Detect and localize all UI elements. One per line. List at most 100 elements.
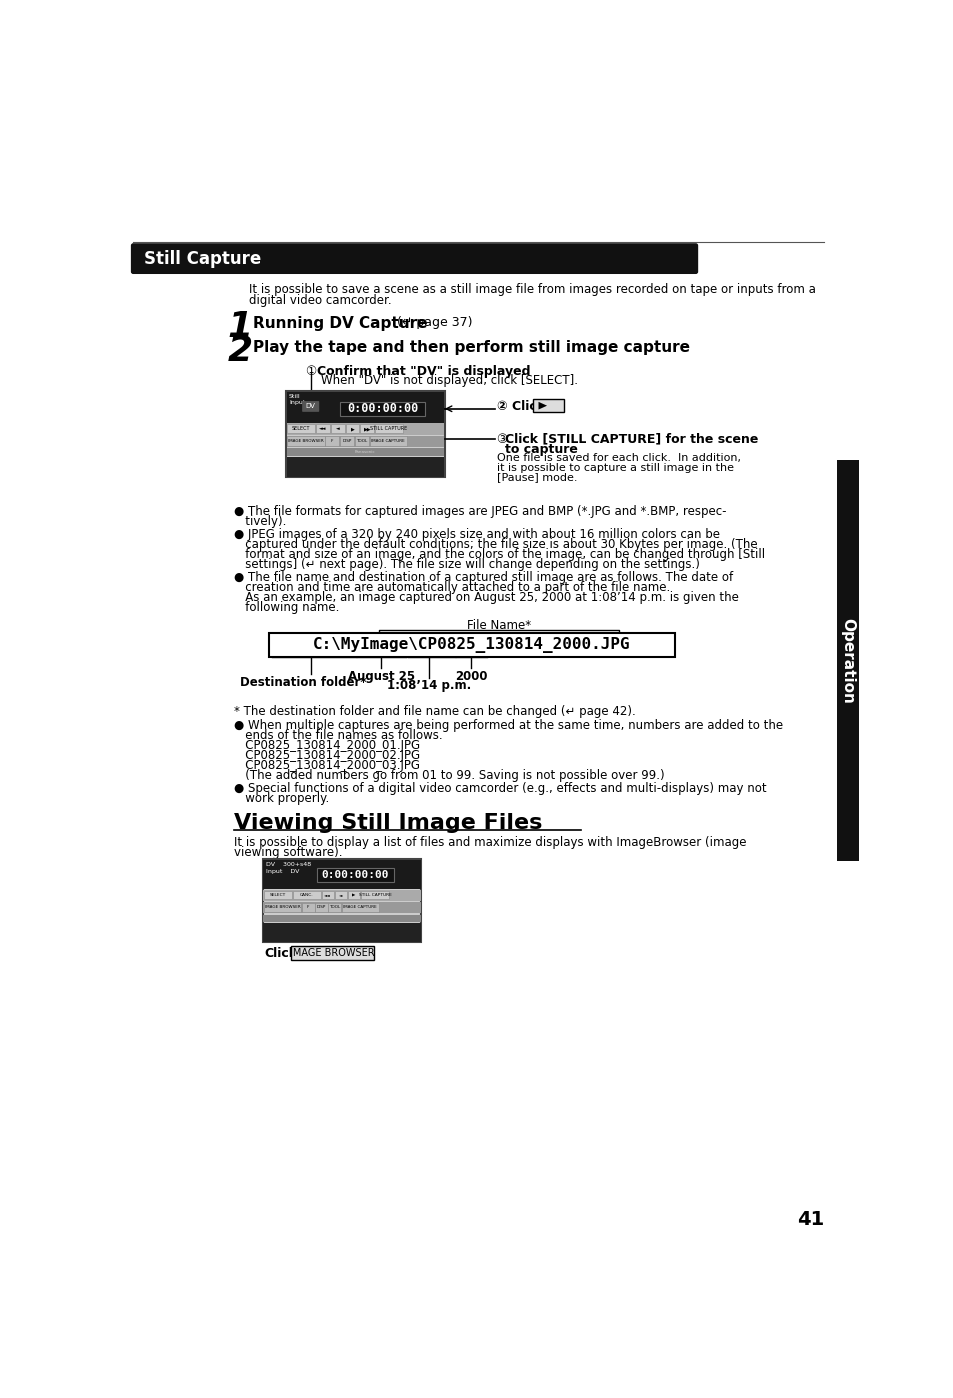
Text: it is possible to capture a still image in the: it is possible to capture a still image … [497, 463, 733, 473]
Text: ◄: ◄ [335, 426, 339, 432]
FancyBboxPatch shape [375, 424, 402, 433]
FancyBboxPatch shape [286, 457, 443, 477]
Text: IMAGE CAPTURE: IMAGE CAPTURE [371, 439, 405, 443]
FancyBboxPatch shape [263, 902, 420, 913]
Text: digital video camcorder.: digital video camcorder. [249, 294, 392, 308]
FancyBboxPatch shape [131, 243, 698, 274]
Text: TOOL: TOOL [329, 906, 340, 909]
FancyBboxPatch shape [286, 447, 443, 456]
FancyBboxPatch shape [286, 436, 443, 447]
FancyBboxPatch shape [340, 401, 425, 415]
FancyBboxPatch shape [316, 868, 394, 882]
FancyBboxPatch shape [315, 903, 328, 911]
Text: IMAGE BROWSER: IMAGE BROWSER [265, 906, 300, 909]
Text: CP0825_130814_2000_03.JPG: CP0825_130814_2000_03.JPG [233, 759, 419, 772]
FancyBboxPatch shape [302, 903, 314, 911]
Text: 41: 41 [797, 1209, 823, 1229]
Text: 1: 1 [228, 310, 253, 344]
FancyBboxPatch shape [263, 860, 420, 889]
Text: work properly.: work properly. [233, 793, 329, 805]
Text: creation and time are automatically attached to a part of the file name.: creation and time are automatically atta… [233, 582, 670, 594]
FancyBboxPatch shape [286, 391, 444, 477]
Text: C:\MyImage\CP0825_130814_2000.JPG: C:\MyImage\CP0825_130814_2000.JPG [313, 637, 630, 653]
Text: (The added numbers go from 01 to 99. Saving is not possible over 99.): (The added numbers go from 01 to 99. Sav… [233, 769, 664, 781]
Text: Panasonic: Panasonic [355, 450, 375, 454]
Text: DISP: DISP [342, 439, 352, 443]
Text: Input    DV: Input DV [266, 870, 299, 874]
Text: Still: Still [289, 394, 300, 400]
FancyBboxPatch shape [264, 891, 292, 899]
Text: ● JPEG images of a 320 by 240 pixels size and with about 16 million colors can b: ● JPEG images of a 320 by 240 pixels siz… [233, 528, 720, 541]
Text: ▶▶: ▶▶ [363, 426, 371, 432]
Text: to capture: to capture [505, 443, 578, 456]
Text: 2000: 2000 [455, 670, 487, 682]
Text: * The destination folder and file name can be changed (↵ page 42).: * The destination folder and file name c… [233, 705, 635, 719]
Text: Click: Click [264, 946, 297, 960]
Text: Input: Input [289, 400, 305, 404]
FancyBboxPatch shape [293, 891, 320, 899]
Text: ▶: ▶ [352, 893, 355, 898]
FancyBboxPatch shape [287, 436, 324, 446]
FancyBboxPatch shape [302, 401, 319, 412]
Text: IF: IF [306, 906, 310, 909]
Text: SELECT: SELECT [270, 893, 286, 898]
Text: File Name*: File Name* [466, 619, 531, 632]
Text: format and size of an image, and the colors of the image, can be changed through: format and size of an image, and the col… [233, 548, 764, 561]
FancyBboxPatch shape [348, 891, 360, 899]
FancyBboxPatch shape [328, 903, 340, 911]
Text: Destination folder*: Destination folder* [240, 677, 367, 689]
FancyBboxPatch shape [360, 424, 374, 433]
Text: Still Capture: Still Capture [144, 250, 261, 267]
Text: Click [STILL CAPTURE] for the scene: Click [STILL CAPTURE] for the scene [505, 432, 758, 446]
Text: tively).: tively). [233, 514, 286, 528]
Text: ◄◄: ◄◄ [324, 893, 331, 898]
FancyBboxPatch shape [263, 891, 420, 900]
Text: ● The file name and destination of a captured still image are as follows. The da: ● The file name and destination of a cap… [233, 572, 732, 584]
Text: CP0825_130814_2000_01.JPG: CP0825_130814_2000_01.JPG [233, 740, 419, 752]
FancyBboxPatch shape [331, 424, 344, 433]
FancyBboxPatch shape [355, 436, 369, 446]
FancyBboxPatch shape [335, 891, 347, 899]
Text: Play the tape and then perform still image capture: Play the tape and then perform still ima… [253, 340, 689, 355]
FancyBboxPatch shape [286, 391, 443, 422]
FancyBboxPatch shape [369, 436, 406, 446]
FancyBboxPatch shape [836, 460, 858, 861]
Text: 0:00:00:00: 0:00:00:00 [347, 403, 418, 415]
Text: Confirm that "DV" is displayed: Confirm that "DV" is displayed [316, 365, 530, 377]
Text: IMAGE BROWSER: IMAGE BROWSER [288, 439, 324, 443]
Text: It is possible to display a list of files and maximize displays with ImageBrowse: It is possible to display a list of file… [233, 836, 745, 849]
FancyBboxPatch shape [533, 398, 563, 412]
FancyBboxPatch shape [286, 424, 443, 435]
Text: 2: 2 [228, 334, 253, 368]
Text: One file is saved for each click.  In addition,: One file is saved for each click. In add… [497, 453, 740, 463]
Text: DV: DV [305, 404, 315, 410]
Text: August 25: August 25 [347, 670, 415, 682]
Text: ◄◄: ◄◄ [319, 426, 327, 432]
FancyBboxPatch shape [341, 903, 378, 911]
FancyBboxPatch shape [315, 424, 330, 433]
Text: (↵ page 37): (↵ page 37) [396, 316, 472, 329]
Text: ③: ③ [497, 432, 512, 446]
Text: viewing software).: viewing software). [233, 846, 342, 860]
Text: As an example, an image captured on August 25, 2000 at 1:08’14 p.m. is given the: As an example, an image captured on Augu… [233, 591, 738, 604]
Text: TOOL: TOOL [355, 439, 367, 443]
FancyBboxPatch shape [360, 891, 389, 899]
Text: STILL CAPTURE: STILL CAPTURE [370, 426, 407, 432]
Text: IMAGE BROWSER: IMAGE BROWSER [290, 948, 375, 958]
Text: 0:00:00:00: 0:00:00:00 [321, 871, 389, 881]
Text: [Pause] mode.: [Pause] mode. [497, 473, 577, 482]
Text: Operation: Operation [840, 618, 854, 703]
Text: ◄: ◄ [339, 893, 342, 898]
Text: ①: ① [305, 365, 316, 377]
Text: IF: IF [331, 439, 334, 443]
FancyBboxPatch shape [262, 860, 421, 942]
Text: IMAGE CAPTURE: IMAGE CAPTURE [343, 906, 376, 909]
Text: CANC.: CANC. [299, 893, 314, 898]
Polygon shape [537, 401, 546, 410]
FancyBboxPatch shape [291, 946, 374, 960]
FancyBboxPatch shape [264, 903, 301, 911]
Text: SELECT: SELECT [292, 426, 311, 432]
Text: ② Click: ② Click [497, 400, 544, 412]
FancyBboxPatch shape [287, 424, 315, 433]
FancyBboxPatch shape [269, 633, 674, 657]
